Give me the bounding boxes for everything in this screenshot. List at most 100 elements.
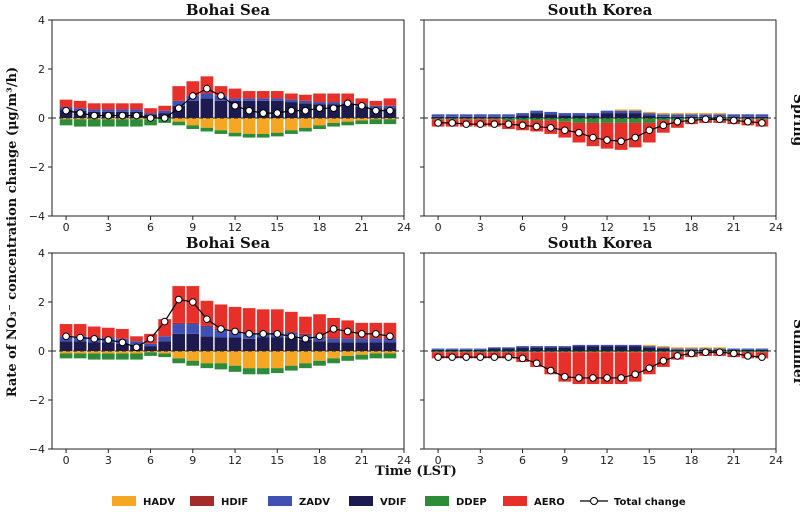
bar-zadv-7: [530, 346, 543, 348]
bar-ddep-14: [256, 368, 270, 375]
bar-ddep-20: [341, 121, 355, 126]
bar-ddep-7: [530, 351, 543, 353]
bar-zadv-19: [327, 102, 340, 105]
bars: [431, 109, 769, 150]
total-change-point-10: [203, 315, 211, 323]
bar-vdif-1: [445, 349, 459, 351]
bar-hadv-16: [657, 346, 670, 348]
bar-hadv-23: [383, 351, 397, 354]
bar-aero-16: [285, 311, 298, 332]
total-change-point-15: [645, 126, 654, 135]
total-change-point-11: [217, 92, 225, 100]
bar-ddep-14: [628, 118, 642, 123]
legend-swatch: [112, 496, 136, 506]
bar-zadv-23: [755, 114, 769, 117]
bar-vdif-2: [87, 342, 101, 351]
bar-zadv-13: [614, 110, 628, 114]
bar-aero-9: [558, 352, 572, 382]
total-change-point-4: [118, 338, 127, 347]
panel-title: Bohai Sea: [186, 234, 271, 252]
bar-aero-13: [614, 122, 628, 150]
total-change-point-7: [532, 122, 541, 131]
total-change-point-15: [273, 330, 282, 338]
bar-ddep-3: [101, 353, 115, 360]
total-change-point-10: [575, 128, 583, 137]
bar-vdif-16: [657, 116, 670, 118]
bar-vdif-8: [172, 333, 186, 351]
bar-zadv-18: [685, 114, 698, 117]
bar-aero-20: [341, 93, 355, 103]
bar-aero-13: [242, 308, 256, 333]
bar-zadv-10: [200, 93, 214, 99]
bar-ddep-16: [657, 118, 670, 121]
bar-ddep-16: [285, 365, 298, 371]
bar-zadv-17: [671, 348, 684, 350]
total-change-point-12: [603, 374, 611, 382]
bar-aero-19: [327, 93, 340, 103]
panel-south-korea-spring: South Korea 0 3 6 9 12 15 18 21 24: [420, 1, 783, 234]
total-change-point-14: [631, 370, 640, 379]
bar-vdif-9: [186, 333, 200, 351]
bar-ddep-5: [130, 119, 143, 127]
bar-hadv-13: [614, 109, 628, 111]
x-tick-label: 3: [477, 454, 484, 467]
bar-vdif-12: [600, 113, 614, 118]
bar-zadv-14: [256, 98, 270, 101]
total-change-point-18: [687, 116, 696, 125]
bar-zadv-8: [172, 324, 186, 334]
bar-hadv-22: [369, 351, 383, 354]
bar-vdif-11: [586, 115, 600, 118]
bar-ddep-10: [572, 351, 586, 353]
y-tick-label: 0: [38, 345, 45, 358]
y-tick-label: 2: [38, 63, 45, 76]
x-tick-label: 6: [147, 221, 154, 234]
bar-aero-0: [59, 99, 73, 107]
bar-ddep-17: [671, 351, 684, 353]
total-change-point-21: [357, 101, 366, 110]
total-change-point-14: [259, 330, 268, 338]
bar-zadv-2: [459, 114, 473, 117]
total-change-point-12: [603, 136, 611, 144]
bar-zadv-5: [502, 347, 515, 349]
total-change-point-2: [462, 353, 471, 361]
bar-zadv-16: [657, 347, 670, 349]
bar-vdif-17: [671, 116, 684, 118]
bar-hadv-15: [642, 111, 656, 114]
bar-zadv-14: [628, 110, 642, 114]
bar-ddep-15: [270, 132, 284, 137]
bar-hdif-10: [200, 325, 214, 327]
total-change-point-22: [744, 117, 752, 126]
x-tick-label: 6: [147, 454, 154, 467]
bar-aero-1: [73, 324, 87, 337]
total-change-point-0: [62, 332, 70, 341]
y-tick-label: −4: [29, 210, 45, 223]
bar-aero-12: [228, 88, 242, 99]
bar-aero-13: [242, 91, 256, 99]
total-change-point-9: [189, 298, 197, 306]
x-tick-label: 15: [642, 454, 656, 467]
total-change-point-8: [174, 104, 183, 112]
bar-vdif-8: [544, 347, 558, 351]
total-change-point-13: [617, 374, 625, 382]
x-tick-label: 24: [769, 454, 783, 467]
bar-ddep-16: [657, 351, 670, 353]
bar-vdif-15: [642, 347, 656, 351]
bar-ddep-22: [741, 351, 755, 353]
bar-aero-16: [285, 93, 298, 100]
total-change-point-11: [589, 133, 597, 142]
bar-ddep-1: [73, 353, 87, 359]
bar-aero-18: [313, 93, 326, 103]
bar-ddep-13: [242, 133, 256, 138]
bar-hadv-1: [73, 351, 87, 354]
x-tick-label: 24: [397, 221, 411, 234]
bar-vdif-3: [473, 349, 487, 351]
total-change-point-9: [561, 126, 569, 135]
bar-zadv-11: [214, 330, 228, 338]
legend-label: ZADV: [299, 497, 330, 508]
bar-vdif-2: [459, 349, 473, 351]
bar-ddep-13: [614, 351, 628, 353]
bar-zadv-6: [516, 346, 529, 348]
bar-hadv-8: [172, 351, 186, 359]
total-change-point-16: [287, 106, 296, 115]
x-tick-label: 9: [189, 454, 196, 467]
